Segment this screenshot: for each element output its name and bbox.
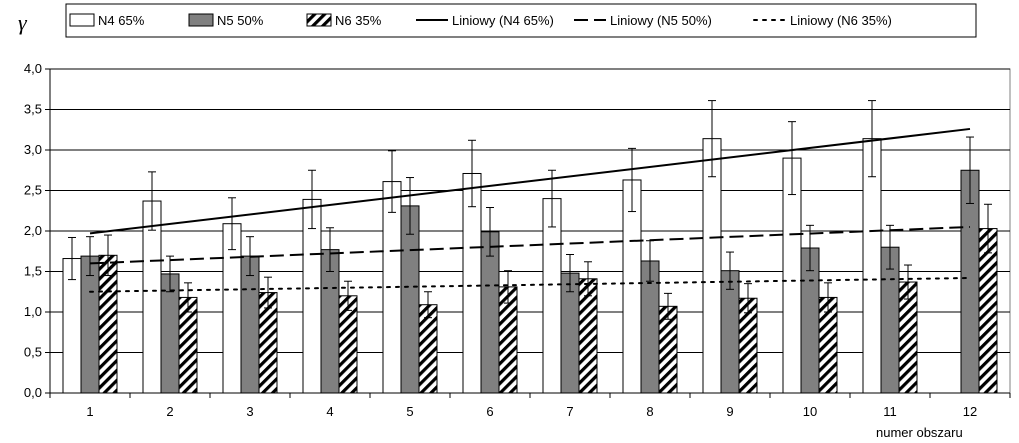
legend-label: Liniowy (N4 65%) xyxy=(452,13,554,28)
x-tick-label: 2 xyxy=(166,404,173,419)
legend-swatch xyxy=(306,13,332,27)
x-tick-label: 6 xyxy=(486,404,493,419)
legend-label: N5 50% xyxy=(217,13,264,28)
y-tick-label: 4,0 xyxy=(24,61,42,76)
trendline xyxy=(89,276,971,293)
legend-swatch xyxy=(69,13,95,27)
y-tick-label: 1,5 xyxy=(24,264,42,279)
x-tick-label: 7 xyxy=(566,404,573,419)
error-bars xyxy=(68,100,992,320)
bar xyxy=(542,198,562,394)
y-tick-label: 0,0 xyxy=(24,385,42,400)
legend-label: Liniowy (N5 50%) xyxy=(610,13,712,28)
bar xyxy=(80,255,100,394)
x-tick-label: 4 xyxy=(326,404,333,419)
x-tick-label: 1 xyxy=(86,404,93,419)
bar xyxy=(240,255,260,394)
x-tick-label: 12 xyxy=(963,404,977,419)
legend-label: N4 65% xyxy=(98,13,145,28)
y-tick-label: 1,0 xyxy=(24,304,42,319)
trendline xyxy=(89,225,971,265)
y-tick-label: 3,0 xyxy=(24,142,42,157)
bars xyxy=(62,138,998,394)
trendline xyxy=(89,127,971,235)
legend-swatch xyxy=(188,13,214,27)
y-tick-label: 0,5 xyxy=(24,345,42,360)
y-axis-label: γ xyxy=(18,10,28,35)
y-tick-label: 2,0 xyxy=(24,223,42,238)
axes: 0,00,51,01,52,02,53,03,54,01 2 3 4 5 6 7 8 9 10 11… xyxy=(24,61,1011,419)
legend-box xyxy=(65,3,977,38)
trendlines xyxy=(89,127,971,293)
legend: N4 65% N5 50% N6 35% Liniowy (N4 65%) Liniow… xyxy=(65,3,977,38)
x-tick-label: 5 xyxy=(406,404,413,419)
x-tick-label: 3 xyxy=(246,404,253,419)
y-tick-label: 3,5 xyxy=(24,102,42,117)
legend-label: N6 35% xyxy=(335,13,382,28)
x-axis-label: numer obszaru xyxy=(876,425,963,440)
x-tick-label: 9 xyxy=(726,404,733,419)
x-tick-label: 8 xyxy=(646,404,653,419)
y-tick-label: 2,5 xyxy=(24,183,42,198)
x-tick-label: 10 xyxy=(803,404,817,419)
x-tick-label: 11 xyxy=(883,404,897,419)
legend-label: Liniowy (N6 35%) xyxy=(790,13,892,28)
